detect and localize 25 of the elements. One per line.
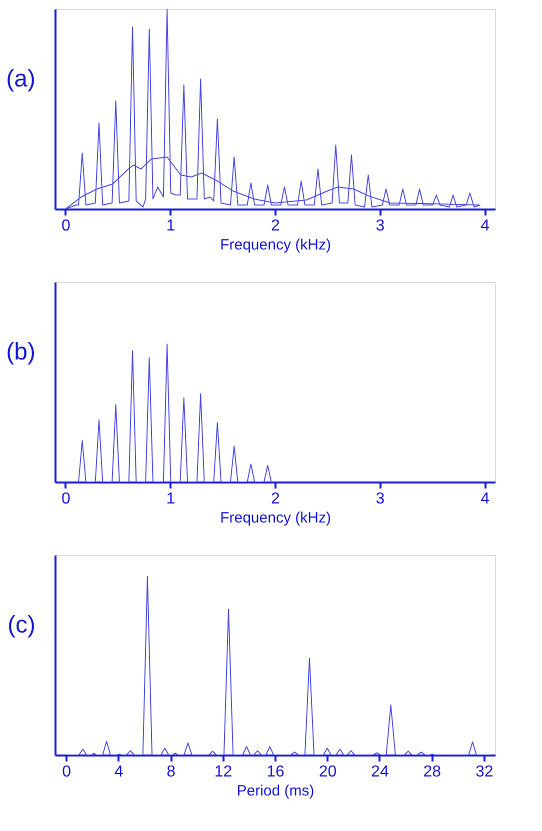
- x-tick-label: 2: [271, 490, 280, 508]
- y-axis-title: (c): [8, 612, 36, 638]
- x-tick-label: 2: [271, 218, 280, 234]
- x-tick-label: 3: [376, 218, 385, 234]
- x-tick-label: 20: [318, 764, 337, 780]
- x-tick-label: 32: [476, 764, 494, 780]
- x-axis-title: Frequency (kHz): [220, 510, 331, 526]
- x-axis-title: Frequency (kHz): [220, 236, 331, 254]
- x-tick-label: 0: [62, 490, 71, 508]
- x-tick-label: 24: [371, 764, 389, 780]
- x-tick-label: 4: [480, 218, 490, 234]
- x-tick-label: 1: [166, 218, 176, 234]
- x-tick-label: 28: [423, 764, 442, 780]
- x-tick-label: 12: [214, 764, 232, 780]
- x-tick-label: 4: [114, 764, 124, 780]
- x-tick-label: 16: [266, 764, 284, 780]
- y-axis-title: (b): [6, 338, 36, 366]
- x-tick-label: 0: [62, 764, 72, 780]
- x-tick-label: 1: [166, 490, 176, 508]
- x-tick-label: 4: [480, 490, 490, 508]
- y-axis-title: (a): [6, 66, 36, 92]
- x-tick-label: 8: [166, 764, 176, 780]
- x-axis-title: Period (ms): [236, 782, 314, 800]
- x-tick-label: 0: [62, 218, 71, 234]
- x-tick-label: 3: [376, 490, 385, 508]
